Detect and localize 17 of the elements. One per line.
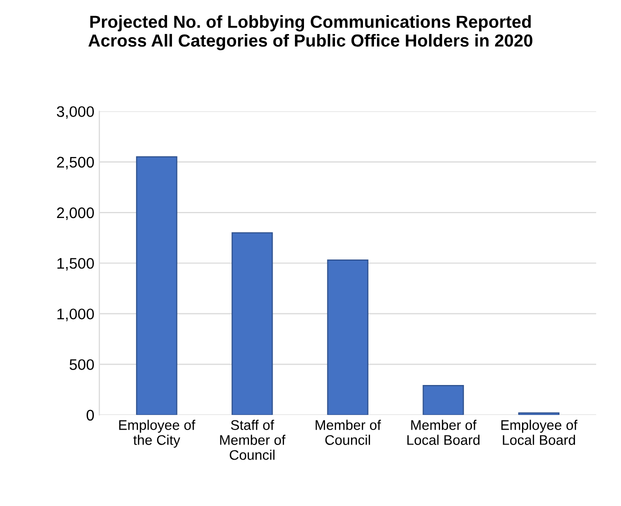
bar <box>136 156 178 415</box>
y-tick-label: 500 <box>70 359 94 370</box>
x-tick-label: Employee of Local Board <box>501 420 578 445</box>
bar <box>327 260 368 415</box>
x-tick-label: Staff of Member of Council <box>220 420 286 460</box>
x-tick-label: Employee of the City <box>119 420 196 448</box>
y-tick-label: 1,000 <box>57 308 94 322</box>
x-tick-label: Member of Local Board <box>407 420 480 445</box>
y-tick-label: 0 <box>86 410 94 421</box>
bar <box>232 232 273 415</box>
y-tick-label: 1,500 <box>57 258 94 271</box>
bar <box>422 385 464 415</box>
y-tick-label: 2,500 <box>57 156 94 170</box>
y-tick-label: 2,000 <box>57 207 94 220</box>
chart-title: Projected No. of Lobbying Communications Reported Across All Categories of Public Office Holders in 2020 <box>88 15 532 50</box>
y-tick-label: 3,000 <box>56 106 94 119</box>
x-tick-label: Member of Council <box>316 420 381 445</box>
